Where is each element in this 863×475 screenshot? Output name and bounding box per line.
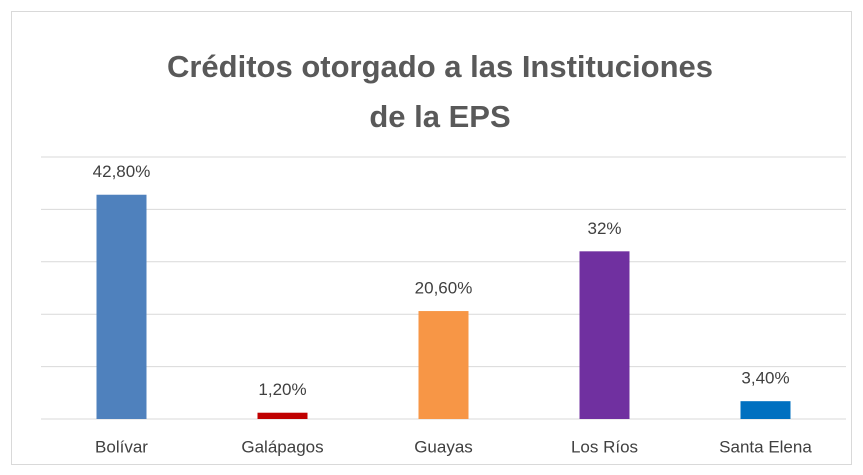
bar: [257, 412, 308, 419]
data-label: 3,40%: [741, 369, 789, 388]
bar: [418, 311, 469, 419]
data-label: 42,80%: [93, 162, 151, 181]
bar: [579, 251, 630, 419]
x-tick-label: Santa Elena: [719, 437, 812, 456]
x-tick-label: Galápagos: [241, 437, 323, 456]
chart-frame: [11, 11, 852, 465]
x-tick-label: Bolívar: [95, 437, 148, 456]
bar: [740, 401, 791, 419]
x-tick-label: Guayas: [414, 437, 473, 456]
data-label: 1,20%: [258, 380, 306, 399]
bar: [96, 194, 147, 419]
data-label: 20,60%: [415, 279, 473, 298]
chart-title: Créditos otorgado a las Instituciones de…: [166, 49, 714, 134]
x-tick-label: Los Ríos: [571, 437, 638, 456]
data-label: 32%: [587, 219, 621, 238]
